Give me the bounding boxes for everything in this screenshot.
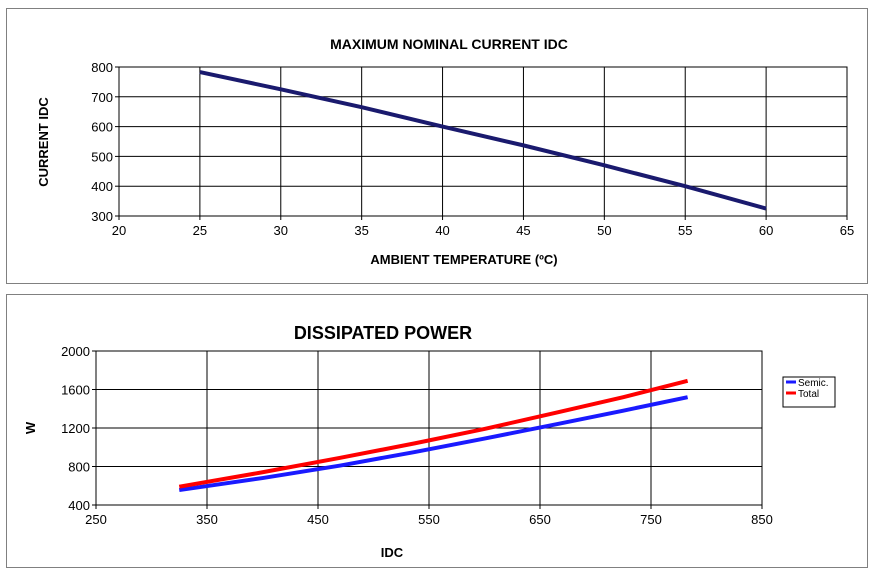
chart-panel-dissipated-power: 250 350 450 550 650 750 850 400 800 1200 1600 2000 D… [6,294,868,568]
chart-title: MAXIMUM NOMINAL CURRENT IDC [330,36,568,52]
x-tick-label: 650 [529,512,551,527]
x-axis-label: AMBIENT TEMPERATURE (ºC) [370,252,557,267]
y-axis-label: W [23,421,38,434]
y-tick-label: 500 [91,149,113,164]
x-tick-label: 55 [678,223,692,238]
x-axis-label: IDC [381,545,404,560]
x-tick-label: 40 [435,223,449,238]
x-tick-label: 250 [85,512,107,527]
x-tick-label: 850 [751,512,773,527]
x-tick-label: 60 [759,223,773,238]
max-current-chart: 20 25 30 35 40 45 50 55 60 65 300 400 500 600 700 800 MA… [36,36,854,267]
y-tick-label: 600 [91,120,113,135]
y-tick-label: 700 [91,90,113,105]
x-tick-label: 20 [112,223,126,238]
legend-label: Semic. [798,378,829,389]
chart-panel-max-current: 20 25 30 35 40 45 50 55 60 65 300 400 500 600 700 800 MA… [6,8,868,284]
dissipated-power-chart: 250 350 450 550 650 750 850 400 800 1200 1600 2000 D… [23,323,836,560]
y-tick-label: 300 [91,209,113,224]
y-tick-label: 400 [91,179,113,194]
series-line-total [178,378,689,489]
x-tick-label: 30 [274,223,288,238]
plot-area [118,66,848,217]
y-axis-label: CURRENT IDC [36,97,51,187]
x-tick-label: 65 [840,223,854,238]
x-tick-label: 350 [196,512,218,527]
x-tick-label: 50 [597,223,611,238]
series-line-0 [199,70,767,211]
x-tick-label: 35 [354,223,368,238]
y-tick-label: 800 [91,60,113,75]
series-line-semic [178,395,689,493]
y-tick-label: 1200 [61,421,90,436]
x-tick-label: 750 [640,512,662,527]
y-tick-label: 1600 [61,383,90,398]
x-tick-label: 550 [418,512,440,527]
x-tick-label: 450 [307,512,329,527]
legend-label: Total [798,389,819,400]
y-tick-label: 800 [68,460,90,475]
x-tick-label: 45 [516,223,530,238]
y-tick-label: 2000 [61,344,90,359]
chart-title: DISSIPATED POWER [294,323,472,343]
x-tick-label: 25 [193,223,207,238]
y-tick-label: 400 [68,498,90,513]
